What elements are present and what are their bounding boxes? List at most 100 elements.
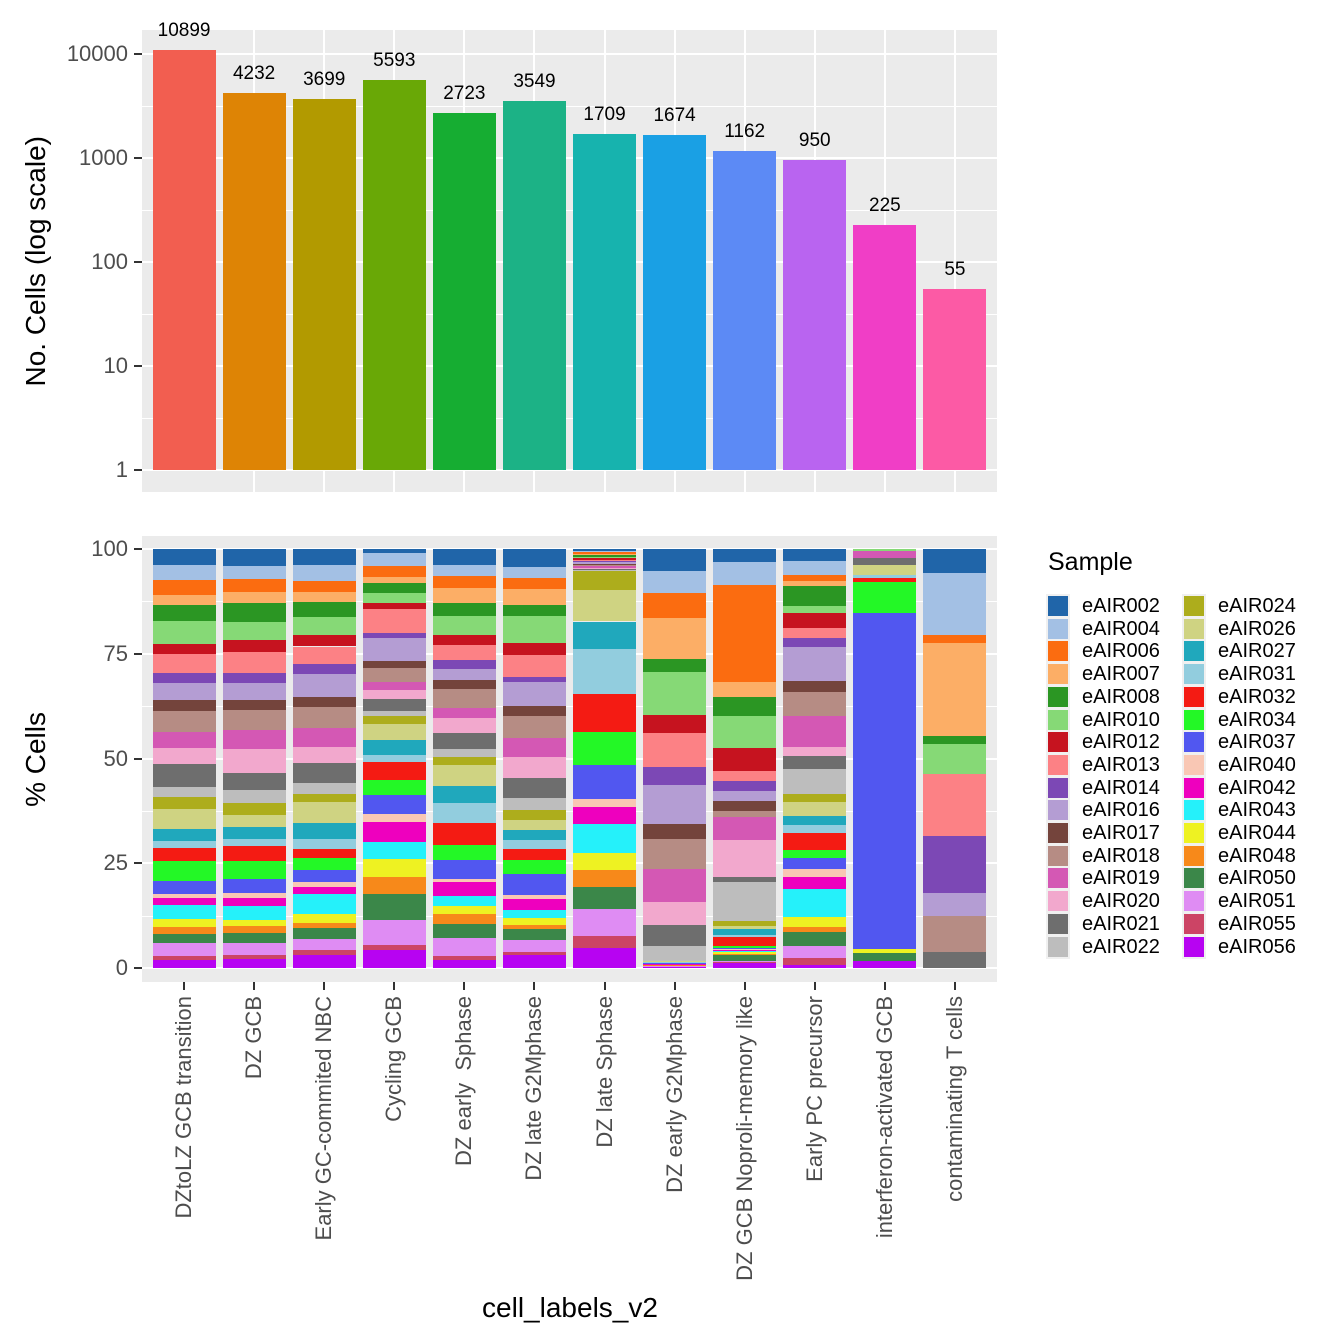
legend-key-eAIR016 [1048, 800, 1068, 821]
bottom-minor-gridline [142, 915, 997, 917]
stack-segment-eAIR026 [783, 802, 847, 816]
stack-segment-eAIR031 [152, 841, 216, 849]
stack-segment-eAIR048 [362, 877, 426, 895]
stack-segment-eAIR020 [222, 748, 286, 773]
stack-segment-eAIR043 [432, 895, 496, 906]
top-y-tickmark [134, 469, 142, 471]
stack-segment-eAIR037 [362, 795, 426, 814]
bar-value-label: 55 [944, 259, 966, 280]
x-tickmark [603, 982, 606, 990]
stack-segment-eAIR026 [502, 819, 566, 830]
legend-key-eAIR019 [1048, 868, 1068, 889]
top-major-gridline [142, 157, 997, 159]
legend-label-eAIR002: eAIR002 [1082, 595, 1160, 617]
stack-segment-eAIR012 [783, 613, 847, 629]
stack-segment-eAIR017 [713, 801, 777, 811]
stack-segment-eAIR020 [292, 746, 356, 763]
stack-segment-eAIR056 [152, 960, 216, 968]
stack-segment-eAIR044 [222, 919, 286, 927]
stack-segment-eAIR027 [713, 928, 777, 935]
legend-key-eAIR024 [1184, 596, 1204, 616]
stack-segment-eAIR004 [783, 561, 847, 575]
bottom-y-tick-label: 25 [103, 850, 128, 876]
legend-key-eAIR040 [1184, 754, 1204, 775]
bar-value-label: 225 [869, 195, 901, 217]
stack-segment-eAIR040 [783, 868, 847, 877]
stack-segment-eAIR020 [573, 567, 637, 569]
stack-segment-eAIR006 [362, 565, 426, 577]
x-category-label-text: DZ late G2Mphase [521, 996, 547, 1181]
stack-segment-eAIR010 [432, 616, 496, 635]
x-category-label: DZ late G2Mphase [521, 996, 547, 1278]
stack-segment-eAIR024 [432, 757, 496, 766]
stack-segment-eAIR044 [853, 949, 917, 954]
legend-key-eAIR055 [1184, 913, 1204, 934]
stack-segment-eAIR014 [923, 836, 987, 893]
stack-segment-eAIR024 [502, 810, 566, 820]
x-tickmark [743, 982, 746, 990]
stack-segment-eAIR037 [432, 860, 496, 879]
stack-segment-eAIR014 [432, 660, 496, 669]
stack-segment-eAIR032 [362, 761, 426, 780]
stack-segment-eAIR031 [222, 838, 286, 846]
stack-segment-eAIR031 [713, 934, 777, 938]
stack-segment-eAIR048 [222, 926, 286, 934]
stack-segment-eAIR037 [152, 880, 216, 894]
stack-segment-eAIR043 [362, 842, 426, 860]
stack-segment-eAIR017 [432, 680, 496, 689]
stack-segment-eAIR020 [432, 718, 496, 734]
legend-label-eAIR010: eAIR010 [1082, 708, 1160, 731]
top-x-gridline [953, 30, 956, 492]
stack-segment-eAIR016 [713, 791, 777, 802]
top-y-tickmark [134, 157, 142, 159]
stack-segment-eAIR012 [432, 634, 496, 645]
stack-segment-eAIR037 [222, 879, 286, 893]
stack-segment-eAIR034 [783, 849, 847, 859]
x-category-label: Cycling GCB [381, 996, 407, 1278]
stack-segment-eAIR017 [783, 681, 847, 693]
legend-label-eAIR007: eAIR007 [1082, 663, 1160, 686]
stack-segment-eAIR050 [853, 953, 917, 962]
stack-segment-eAIR006 [432, 576, 496, 589]
stack-segment-eAIR048 [502, 924, 566, 929]
legend-key-eAIR022 [1048, 936, 1068, 957]
stack-segment-eAIR002 [923, 549, 987, 573]
stack-segment-eAIR002 [573, 549, 637, 551]
stack-segment-eAIR014 [292, 664, 356, 675]
stack-segment-eAIR056 [432, 959, 496, 968]
bar-value-label: 950 [798, 130, 831, 152]
stack-segment-eAIR018 [292, 707, 356, 729]
bottom-y-tick-label: 100 [91, 536, 128, 561]
stack-segment-eAIR016 [362, 637, 426, 662]
top-y-tickmark [134, 261, 142, 263]
stack-segment-eAIR019 [502, 738, 566, 757]
stack-segment-eAIR016 [643, 785, 707, 824]
stack-segment-eAIR008 [713, 696, 777, 717]
stack-segment-eAIR042 [292, 886, 356, 895]
stack-segment-eAIR056 [853, 961, 917, 968]
stack-segment-eAIR007 [292, 592, 356, 603]
stack-segment-eAIR019 [573, 566, 637, 568]
legend-label-eAIR043: eAIR043 [1218, 799, 1296, 822]
stack-segment-eAIR020 [152, 748, 216, 765]
stack-segment-eAIR040 [432, 878, 496, 883]
legend-label-eAIR032: eAIR032 [1218, 685, 1296, 708]
x-category-label: DZ early Sphase [451, 996, 477, 1278]
legend-key-eAIR048 [1184, 845, 1204, 866]
stack-segment-eAIR008 [923, 735, 987, 745]
stack-segment-eAIR002 [362, 549, 426, 554]
bottom-minor-gridline [142, 810, 997, 812]
stack-segment-eAIR022 [292, 783, 356, 794]
stack-segment-eAIR024 [362, 715, 426, 725]
bottom-y-tickmark [134, 862, 142, 865]
x-tickmark [253, 982, 256, 990]
stack-segment-eAIR021 [222, 772, 286, 790]
stack-segment-eAIR026 [292, 802, 356, 823]
x-category-label-text: interferon-activated GCB [871, 996, 897, 1239]
stack-segment-eAIR032 [222, 845, 286, 861]
stack-segment-eAIR014 [713, 781, 777, 792]
stack-segment-eAIR004 [502, 567, 566, 579]
stack-segment-eAIR050 [222, 933, 286, 944]
stack-segment-eAIR042 [783, 876, 847, 890]
top-bar-8 [643, 134, 707, 470]
